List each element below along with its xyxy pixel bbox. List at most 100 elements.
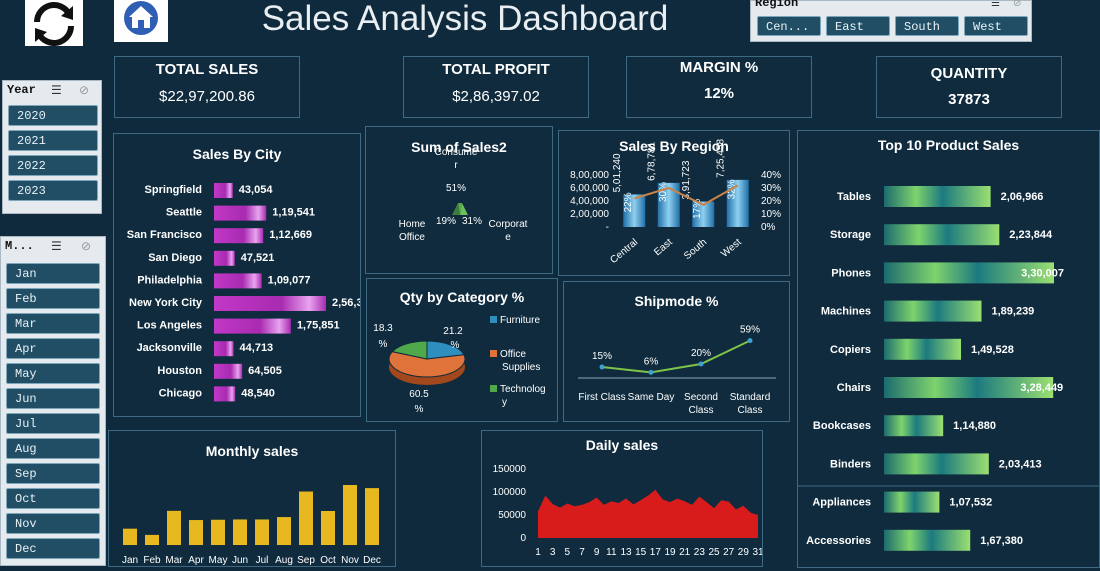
product-label: Binders [830, 458, 871, 470]
region-margin-label: 17% [692, 199, 703, 219]
year-item-2021[interactable]: 2021 [8, 130, 98, 151]
month-item-apr[interactable]: Apr [6, 338, 100, 359]
month-item-jul[interactable]: Jul [6, 413, 100, 434]
refresh-button[interactable] [25, 0, 83, 46]
legend-label: y [502, 397, 507, 408]
product-value-label: 1,67,380 [980, 535, 1023, 547]
x-tick-label: 27 [723, 547, 735, 558]
multi-select-icon[interactable]: ☰ [51, 83, 62, 97]
x-tick-label: 1 [535, 547, 541, 558]
city-value-label: 1,19,541 [272, 207, 315, 219]
segment-value: 31% [462, 216, 482, 227]
product-label: Bookcases [813, 420, 871, 432]
region-item-central[interactable]: Cen... [757, 16, 821, 36]
y2-tick-label: 10% [761, 209, 781, 220]
clear-filter-icon[interactable]: ⊘ [81, 239, 92, 253]
city-bar [214, 250, 235, 266]
month-item-dec[interactable]: Dec [6, 538, 100, 559]
kpi-value: $22,97,200.86 [159, 88, 255, 105]
qty-by-category-chart: 21.2% 60.5% 18.3% Furniture Office Supplies Te… [373, 315, 545, 415]
x-tick-label: Apr [188, 555, 204, 566]
city-value-label: 2,56,368 [332, 297, 360, 309]
product-value-label: 1,49,528 [971, 344, 1014, 356]
x-tick-label: Class [737, 405, 762, 416]
pie-slice [452, 203, 460, 215]
y-tick-label: 150000 [493, 464, 527, 475]
city-value-label: 48,540 [241, 387, 275, 399]
x-tick-label: Jan [122, 555, 138, 566]
region-slicer-title: Region [755, 0, 799, 10]
month-bar [299, 491, 313, 545]
product-value-label: 3,28,449 [1020, 382, 1063, 394]
segment-label: Corporat [489, 219, 528, 230]
clear-filter-icon[interactable]: ⊘ [79, 83, 90, 97]
product-bar [884, 491, 940, 513]
month-item-oct[interactable]: Oct [6, 488, 100, 509]
product-label: Tables [837, 191, 871, 203]
month-bar [233, 519, 247, 545]
multi-select-icon[interactable]: ☰ [51, 239, 62, 253]
month-item-sep[interactable]: Sep [6, 463, 100, 484]
month-item-jan[interactable]: Jan [6, 263, 100, 284]
product-value-label: 2,03,413 [999, 458, 1042, 470]
year-slicer: Year ☰ ⊘ 2020 2021 2022 2023 [2, 80, 102, 214]
multi-select-icon[interactable]: ☰ [991, 0, 1000, 9]
pie-slice [391, 340, 428, 360]
clear-filter-icon[interactable]: ⊘ [1013, 0, 1022, 9]
y2-tick-label: 0% [761, 222, 776, 233]
x-tick-label: Dec [363, 555, 381, 566]
city-bar [214, 296, 326, 311]
x-tick-label: 25 [708, 547, 720, 558]
qty-by-category-panel: Qty by Category % 21.2% 60.5% 18.3% Furnitu… [366, 278, 558, 422]
product-value-label: 3,30,007 [1021, 267, 1064, 279]
kpi-value: 12% [703, 85, 735, 102]
year-item-2023[interactable]: 2023 [8, 180, 98, 201]
sum-of-sales2-panel: Sum of Sales2 Consume r 51% Home Office 19% 31… [365, 126, 553, 274]
city-value-label: 1,12,669 [269, 229, 312, 241]
month-bar [123, 528, 137, 545]
shipmode-point [599, 364, 605, 370]
segment-label: r [454, 160, 458, 171]
month-bar [277, 517, 291, 545]
x-tick-label: Sep [297, 555, 315, 566]
year-item-2020[interactable]: 2020 [8, 105, 98, 126]
x-tick-label: May [209, 555, 228, 566]
chart-title: Monthly sales [205, 443, 299, 459]
month-bar [365, 488, 379, 545]
kpi-total-sales: TOTAL SALES $22,97,200.86 [114, 56, 300, 118]
month-item-nov[interactable]: Nov [6, 513, 100, 534]
legend-label: Office [500, 349, 526, 360]
month-item-mar[interactable]: Mar [6, 313, 100, 334]
region-item-west[interactable]: West [964, 16, 1028, 36]
kpi-label: TOTAL PROFIT [442, 61, 550, 78]
city-value-label: 64,505 [248, 365, 282, 377]
shipmode-point [747, 338, 753, 344]
x-tick-label: 17 [650, 547, 662, 558]
region-value-label: 6,78,781 [647, 142, 658, 181]
month-item-aug[interactable]: Aug [6, 438, 100, 459]
chart-title: Sales By City [192, 146, 282, 162]
month-item-jun[interactable]: Jun [6, 388, 100, 409]
year-item-2022[interactable]: 2022 [8, 155, 98, 176]
chart-title: Top 10 Product Sales [877, 137, 1020, 153]
region-value-label: 7,25,458 [716, 138, 727, 177]
home-button[interactable] [114, 0, 168, 42]
region-item-east[interactable]: East [826, 16, 890, 36]
shipmode-value-label: 59% [740, 325, 760, 336]
month-bar [145, 534, 159, 545]
x-tick-label: South [682, 237, 709, 262]
product-value-label: 2,06,966 [1001, 191, 1044, 203]
product-label: Appliances [812, 497, 871, 509]
city-value-label: 43,054 [239, 184, 274, 196]
monthly-sales-chart: Jan Feb Mar Apr May Jun Jul Aug Sep Oct Nov Dec [122, 485, 381, 566]
x-tick-label: First Class [578, 392, 625, 403]
city-value-label: 1,09,077 [268, 274, 311, 286]
region-item-south[interactable]: South [895, 16, 959, 36]
top-products-chart: Tables 2,06,966 Storage 2,23,844 Phones 3,30,… [798, 186, 1099, 551]
month-item-feb[interactable]: Feb [6, 288, 100, 309]
shipmode-point [648, 369, 654, 375]
sales-by-city-chart: Springfield 43,054 Seattle 1,19,541 San Fran… [127, 183, 360, 402]
month-item-may[interactable]: May [6, 363, 100, 384]
x-tick-label: Mar [165, 555, 183, 566]
shipmode-point [698, 361, 704, 367]
